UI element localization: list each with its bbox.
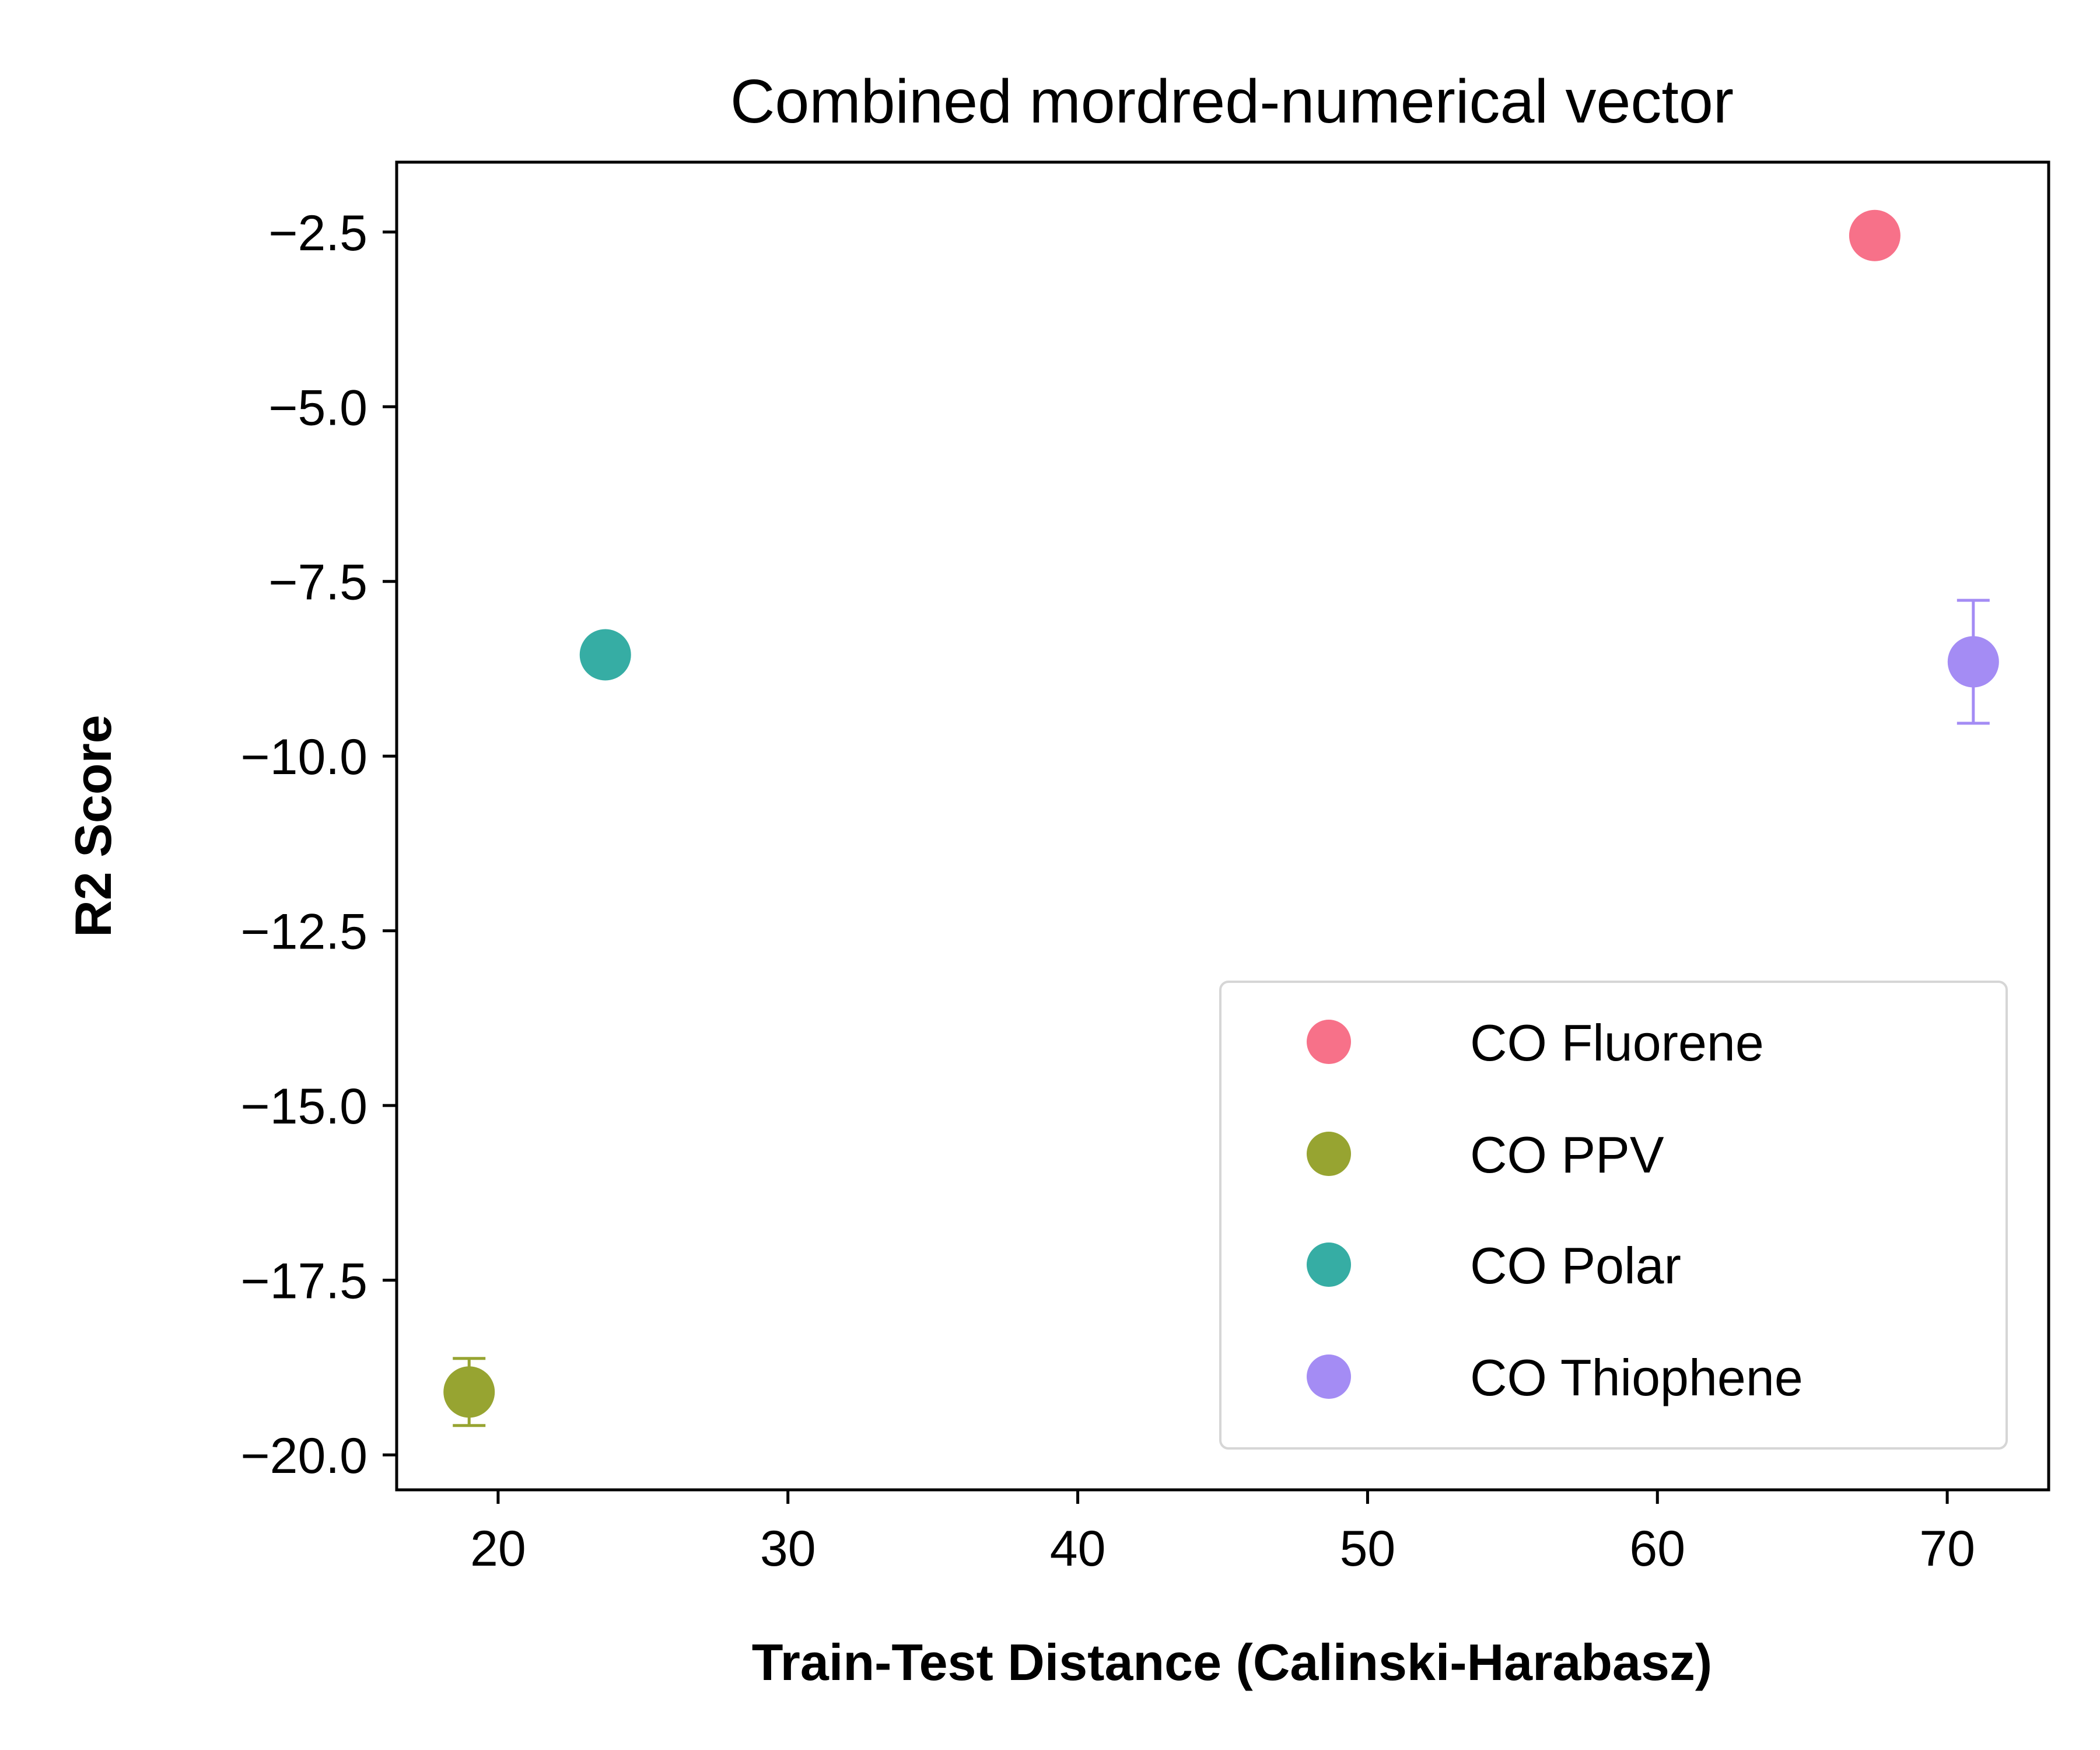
x-axis: 20 30 40 50 60 70 [470,1490,1975,1577]
x-tick-label: 60 [1629,1521,1685,1577]
y-tick-label: −20.0 [240,1428,368,1484]
x-tick-label: 30 [760,1521,816,1577]
y-axis: −2.5 −5.0 −7.5 −10.0 −12.5 −15.0 −17.5 −20.0 [240,205,397,1484]
x-tick-label: 50 [1340,1521,1396,1577]
legend-marker-co-ppv [1307,1132,1351,1176]
legend-label-co-fluorene: CO Fluorene [1470,1014,1764,1072]
y-tick-label: −10.0 [240,729,368,785]
plot-area [443,209,1999,1427]
legend: CO Fluorene CO PPV CO Polar CO Thiophene [1219,981,2008,1450]
legend-marker-co-fluorene [1307,1020,1351,1064]
y-axis-label: R2 Score [64,715,122,937]
legend-label-co-thiophene: CO Thiophene [1470,1349,1803,1406]
y-tick-label: −7.5 [268,555,368,611]
chart-title: Combined mordred-numerical vector [730,67,1734,136]
legend-label-co-polar: CO Polar [1470,1237,1681,1294]
legend-marker-co-polar [1307,1242,1351,1287]
co-ppv-point [443,1366,495,1418]
y-tick-label: −15.0 [240,1079,368,1135]
y-tick-label: −5.0 [268,380,368,436]
y-tick-label: −17.5 [240,1254,368,1310]
x-tick-label: 40 [1050,1521,1106,1577]
y-tick-label: −2.5 [268,205,368,261]
x-tick-label: 70 [1919,1521,1975,1577]
co-thiophene-point [1947,636,1999,688]
plot-frame [395,160,2050,1492]
legend-frame [1219,981,2008,1450]
co-polar-point [579,629,631,681]
x-tick-label: 20 [470,1521,526,1577]
co-fluorene-point [1849,209,1901,261]
legend-marker-co-thiophene [1307,1354,1351,1399]
y-tick-label: −12.5 [240,904,368,960]
x-axis-label: Train-Test Distance (Calinski-Harabasz) [752,1633,1712,1691]
legend-label-co-ppv: CO PPV [1470,1126,1664,1184]
